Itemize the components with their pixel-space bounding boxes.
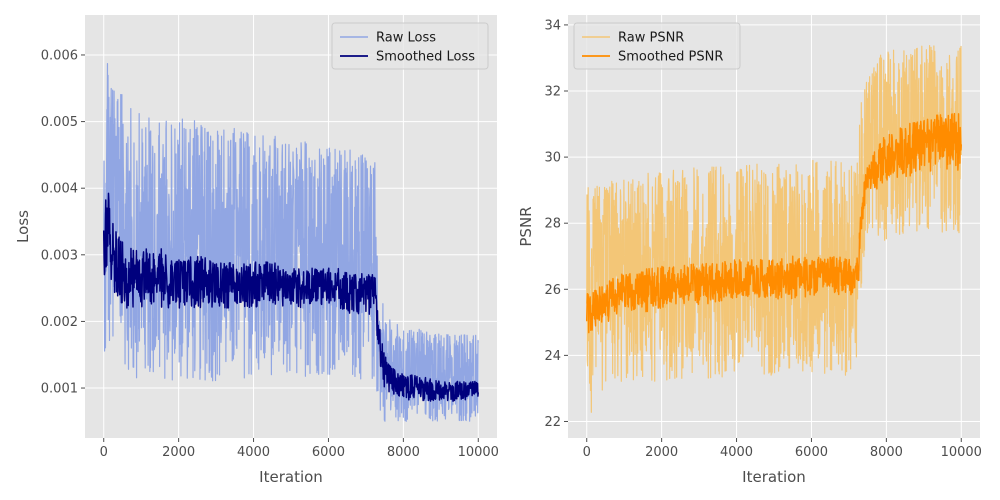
y-tick-label: 24 xyxy=(544,349,561,364)
x-tick-label: 10000 xyxy=(458,445,499,460)
x-tick-label: 8000 xyxy=(387,445,420,460)
legend-label: Smoothed PSNR xyxy=(618,50,723,65)
x-tick: 10000 xyxy=(458,438,499,460)
legend: Raw PSNR Smoothed PSNR xyxy=(573,22,741,70)
x-axis-label: Iteration xyxy=(259,468,323,486)
y-tick-label: 26 xyxy=(544,283,561,298)
series-line-smoothed-loss xyxy=(102,192,480,403)
x-tick: 6000 xyxy=(312,438,345,460)
x-tick-label: 6000 xyxy=(312,445,345,460)
x-tick-label: 0 xyxy=(583,445,591,460)
y-axis-label: Loss xyxy=(14,210,32,243)
legend-box xyxy=(331,22,489,70)
legend-label: Smoothed Loss xyxy=(376,50,475,65)
y-tick-label: 32 xyxy=(544,85,561,100)
legend-label: Raw Loss xyxy=(376,31,436,46)
x-axis-label: Iteration xyxy=(742,468,806,486)
loss-chart: 0 2000 4000 6000 8000 10000 0.001 0.002 0.003 0.0… xyxy=(14,15,499,486)
x-tick-label: 2000 xyxy=(162,445,195,460)
x-tick: 10000 xyxy=(941,438,982,460)
x-tick-label: 4000 xyxy=(720,445,753,460)
x-tick: 4000 xyxy=(720,438,753,460)
series-line-raw-loss xyxy=(103,62,479,422)
y-tick: 26 xyxy=(544,283,568,298)
y-tick: 30 xyxy=(544,151,568,166)
x-tick-label: 10000 xyxy=(941,445,982,460)
legend-box xyxy=(573,22,741,70)
x-tick: 4000 xyxy=(237,438,270,460)
x-tick-label: 2000 xyxy=(645,445,678,460)
legend-label: Raw PSNR xyxy=(618,31,684,46)
y-tick-label: 0.006 xyxy=(41,48,78,63)
x-tick: 2000 xyxy=(162,438,195,460)
y-tick: 0.001 xyxy=(41,382,85,397)
x-tick: 8000 xyxy=(387,438,420,460)
legend: Raw Loss Smoothed Loss xyxy=(331,22,489,70)
y-tick: 34 xyxy=(544,18,568,33)
y-tick: 24 xyxy=(544,349,568,364)
y-tick: 0.002 xyxy=(41,315,85,330)
y-axis-label: PSNR xyxy=(517,206,535,246)
y-tick: 0.006 xyxy=(41,48,85,63)
x-tick: 8000 xyxy=(870,438,903,460)
x-tick-label: 6000 xyxy=(795,445,828,460)
y-tick: 0.003 xyxy=(41,248,85,263)
y-tick-label: 28 xyxy=(544,217,561,232)
y-tick-label: 22 xyxy=(544,415,561,430)
y-tick-label: 0.004 xyxy=(41,182,78,197)
y-tick: 32 xyxy=(544,85,568,100)
y-tick: 0.005 xyxy=(41,115,85,130)
x-tick-label: 0 xyxy=(100,445,108,460)
series-line-smoothed-psnr xyxy=(585,112,963,334)
y-tick-label: 30 xyxy=(544,151,561,166)
y-tick-label: 0.001 xyxy=(41,382,78,397)
y-tick: 28 xyxy=(544,217,568,232)
y-tick-label: 0.002 xyxy=(41,315,78,330)
y-tick: 0.004 xyxy=(41,182,85,197)
x-tick-label: 4000 xyxy=(237,445,270,460)
x-tick-label: 8000 xyxy=(870,445,903,460)
psnr-chart: 0 2000 4000 6000 8000 10000 22 24 26 28 30 32 34 Iter… xyxy=(517,15,982,486)
x-tick: 0 xyxy=(100,438,108,460)
x-tick: 2000 xyxy=(645,438,678,460)
y-tick-label: 0.003 xyxy=(41,248,78,263)
y-tick-label: 34 xyxy=(544,18,561,33)
x-tick: 6000 xyxy=(795,438,828,460)
x-tick: 0 xyxy=(583,438,591,460)
y-tick-label: 0.005 xyxy=(41,115,78,130)
y-tick: 22 xyxy=(544,415,568,430)
